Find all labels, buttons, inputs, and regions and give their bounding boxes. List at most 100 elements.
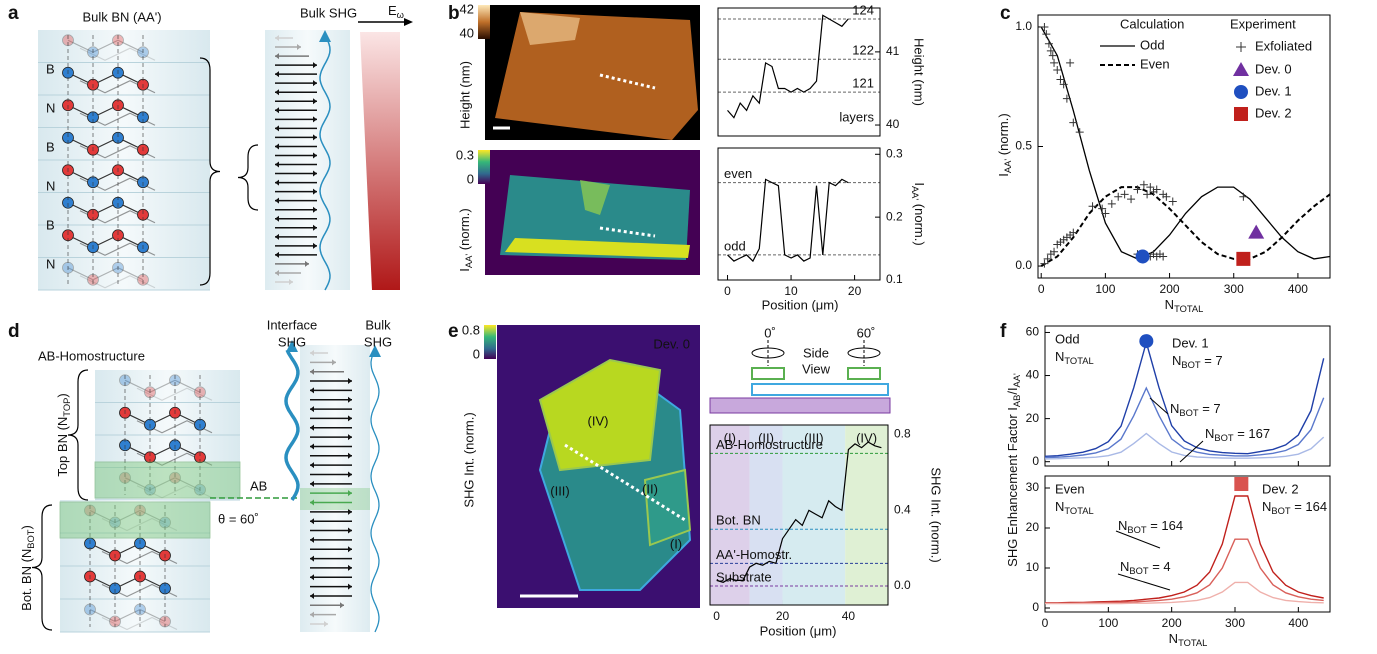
exfoliated-point	[1044, 39, 1053, 48]
y-tick-label: 40	[886, 117, 900, 131]
y-label-part: I	[457, 268, 472, 272]
exfoliated-point	[1043, 254, 1052, 263]
enhancement-line	[1044, 386, 1325, 459]
brace	[67, 369, 89, 501]
y-tick-label: 30	[1026, 480, 1040, 494]
arrow-head	[275, 125, 279, 132]
map-region-label: (IV)	[588, 413, 609, 428]
y-label-part: /I	[1005, 387, 1020, 394]
layer-label: N	[46, 100, 55, 115]
y-tick-label: 20	[1026, 520, 1040, 534]
arrow-head	[310, 350, 314, 356]
arrow-head	[313, 134, 317, 141]
marker	[1233, 62, 1249, 76]
colorbar	[484, 325, 496, 359]
shg-arrow-head	[369, 345, 381, 357]
arrow-head	[275, 233, 279, 240]
title: Bulk BN (AA')	[82, 9, 161, 24]
marker	[1248, 224, 1265, 239]
stack-label: Top BN (NTOP)	[55, 393, 72, 476]
x-tick-label: 0	[1038, 282, 1045, 296]
panel-label: e	[448, 321, 459, 342]
x-tick-label: 20	[848, 284, 862, 298]
angle-label: θ = 60˚	[218, 511, 259, 526]
x-tick-label: 300	[1224, 282, 1244, 296]
x-label: Position (μm)	[762, 297, 839, 312]
x-label: NTOTAL	[1169, 631, 1208, 648]
x-tick-label: 100	[1098, 616, 1118, 630]
arrow-head	[310, 424, 314, 431]
enhancement-line	[1044, 339, 1325, 457]
y-label-part: AA'	[910, 186, 920, 200]
exfoliated-point	[1040, 259, 1049, 268]
y-tick-label: 60	[1026, 325, 1040, 339]
arrow-head	[275, 269, 279, 276]
marker-label: Dev. 1	[1172, 335, 1209, 350]
arrow-head	[348, 546, 352, 553]
panel-label: c	[1000, 3, 1011, 24]
bond	[124, 444, 201, 458]
enhancement-line	[1045, 538, 1324, 604]
bond	[79, 47, 156, 61]
exfoliated-point	[1075, 128, 1084, 137]
legend-title: Experiment	[1230, 16, 1296, 31]
exfoliated-point	[1101, 209, 1110, 218]
stack-label-part: Top BN (N	[55, 417, 70, 477]
bond	[67, 267, 144, 281]
exfoliated-point	[1162, 192, 1171, 201]
enhancement-line	[1045, 581, 1324, 605]
x-label: Position (μm)	[760, 623, 837, 638]
exfoliated-point	[1050, 247, 1059, 256]
colorbar-label: 0	[473, 346, 480, 361]
x-label-part: N	[1169, 631, 1178, 646]
marker	[1234, 477, 1249, 491]
nbot-label: NBOT = 7	[1170, 401, 1221, 418]
ntotal-label: NTOTAL	[1055, 499, 1094, 516]
reference-label: AA'-Homostr.	[716, 547, 792, 562]
arrow-head	[310, 387, 314, 394]
y-tick-label: 40	[1026, 368, 1040, 382]
bond	[101, 517, 178, 532]
bond	[67, 39, 144, 53]
nbot-label-part: N	[1118, 518, 1127, 533]
x-tick-label: 400	[1288, 616, 1308, 630]
reference-label: even	[724, 166, 752, 181]
arrow-head	[275, 89, 279, 96]
ntotal-label-part: TOTAL	[1064, 356, 1093, 366]
legend-label: Even	[1140, 56, 1170, 71]
y-tick-label: 0.3	[886, 146, 903, 160]
side-view-label: View	[802, 361, 831, 376]
arrow-head	[310, 611, 314, 618]
arrow-head	[275, 143, 279, 150]
layer-label: N	[46, 256, 55, 271]
exfoliated-point	[1139, 180, 1148, 189]
nbot-label-part: BOT	[1179, 408, 1199, 418]
arrow-head	[275, 251, 279, 258]
legend-label: Dev. 2	[1255, 105, 1292, 120]
y-label: IAA' (norm.)	[457, 208, 474, 271]
exfoliated-point	[1127, 195, 1136, 204]
arrow-head	[275, 215, 279, 222]
shg-arrow-head	[319, 30, 331, 42]
arrow-head	[348, 508, 352, 515]
arrow-head	[313, 242, 317, 249]
plot-frame	[1044, 325, 1331, 467]
height-map-hl	[520, 12, 580, 45]
y-label: Height (nm)	[912, 38, 927, 106]
nbot-label-part: = 4	[1149, 559, 1171, 574]
nbot-label-part: BOT	[1271, 506, 1291, 516]
reference-label: Substrate	[716, 569, 772, 584]
exfoliated-point	[1159, 252, 1168, 261]
arrow-head	[348, 434, 352, 441]
ab-band	[94, 461, 241, 499]
shg-map-hl	[505, 238, 690, 258]
enhancement-line	[1044, 432, 1325, 460]
colorbar-label: 40	[460, 25, 474, 40]
arrow-head	[313, 188, 317, 195]
colorbar-label: 0.8	[462, 322, 480, 337]
reference-label: 121	[852, 76, 874, 91]
exfoliated-point	[1133, 185, 1142, 194]
arrow-head	[310, 574, 314, 581]
x-tick-label: 300	[1225, 616, 1245, 630]
region	[782, 425, 846, 605]
